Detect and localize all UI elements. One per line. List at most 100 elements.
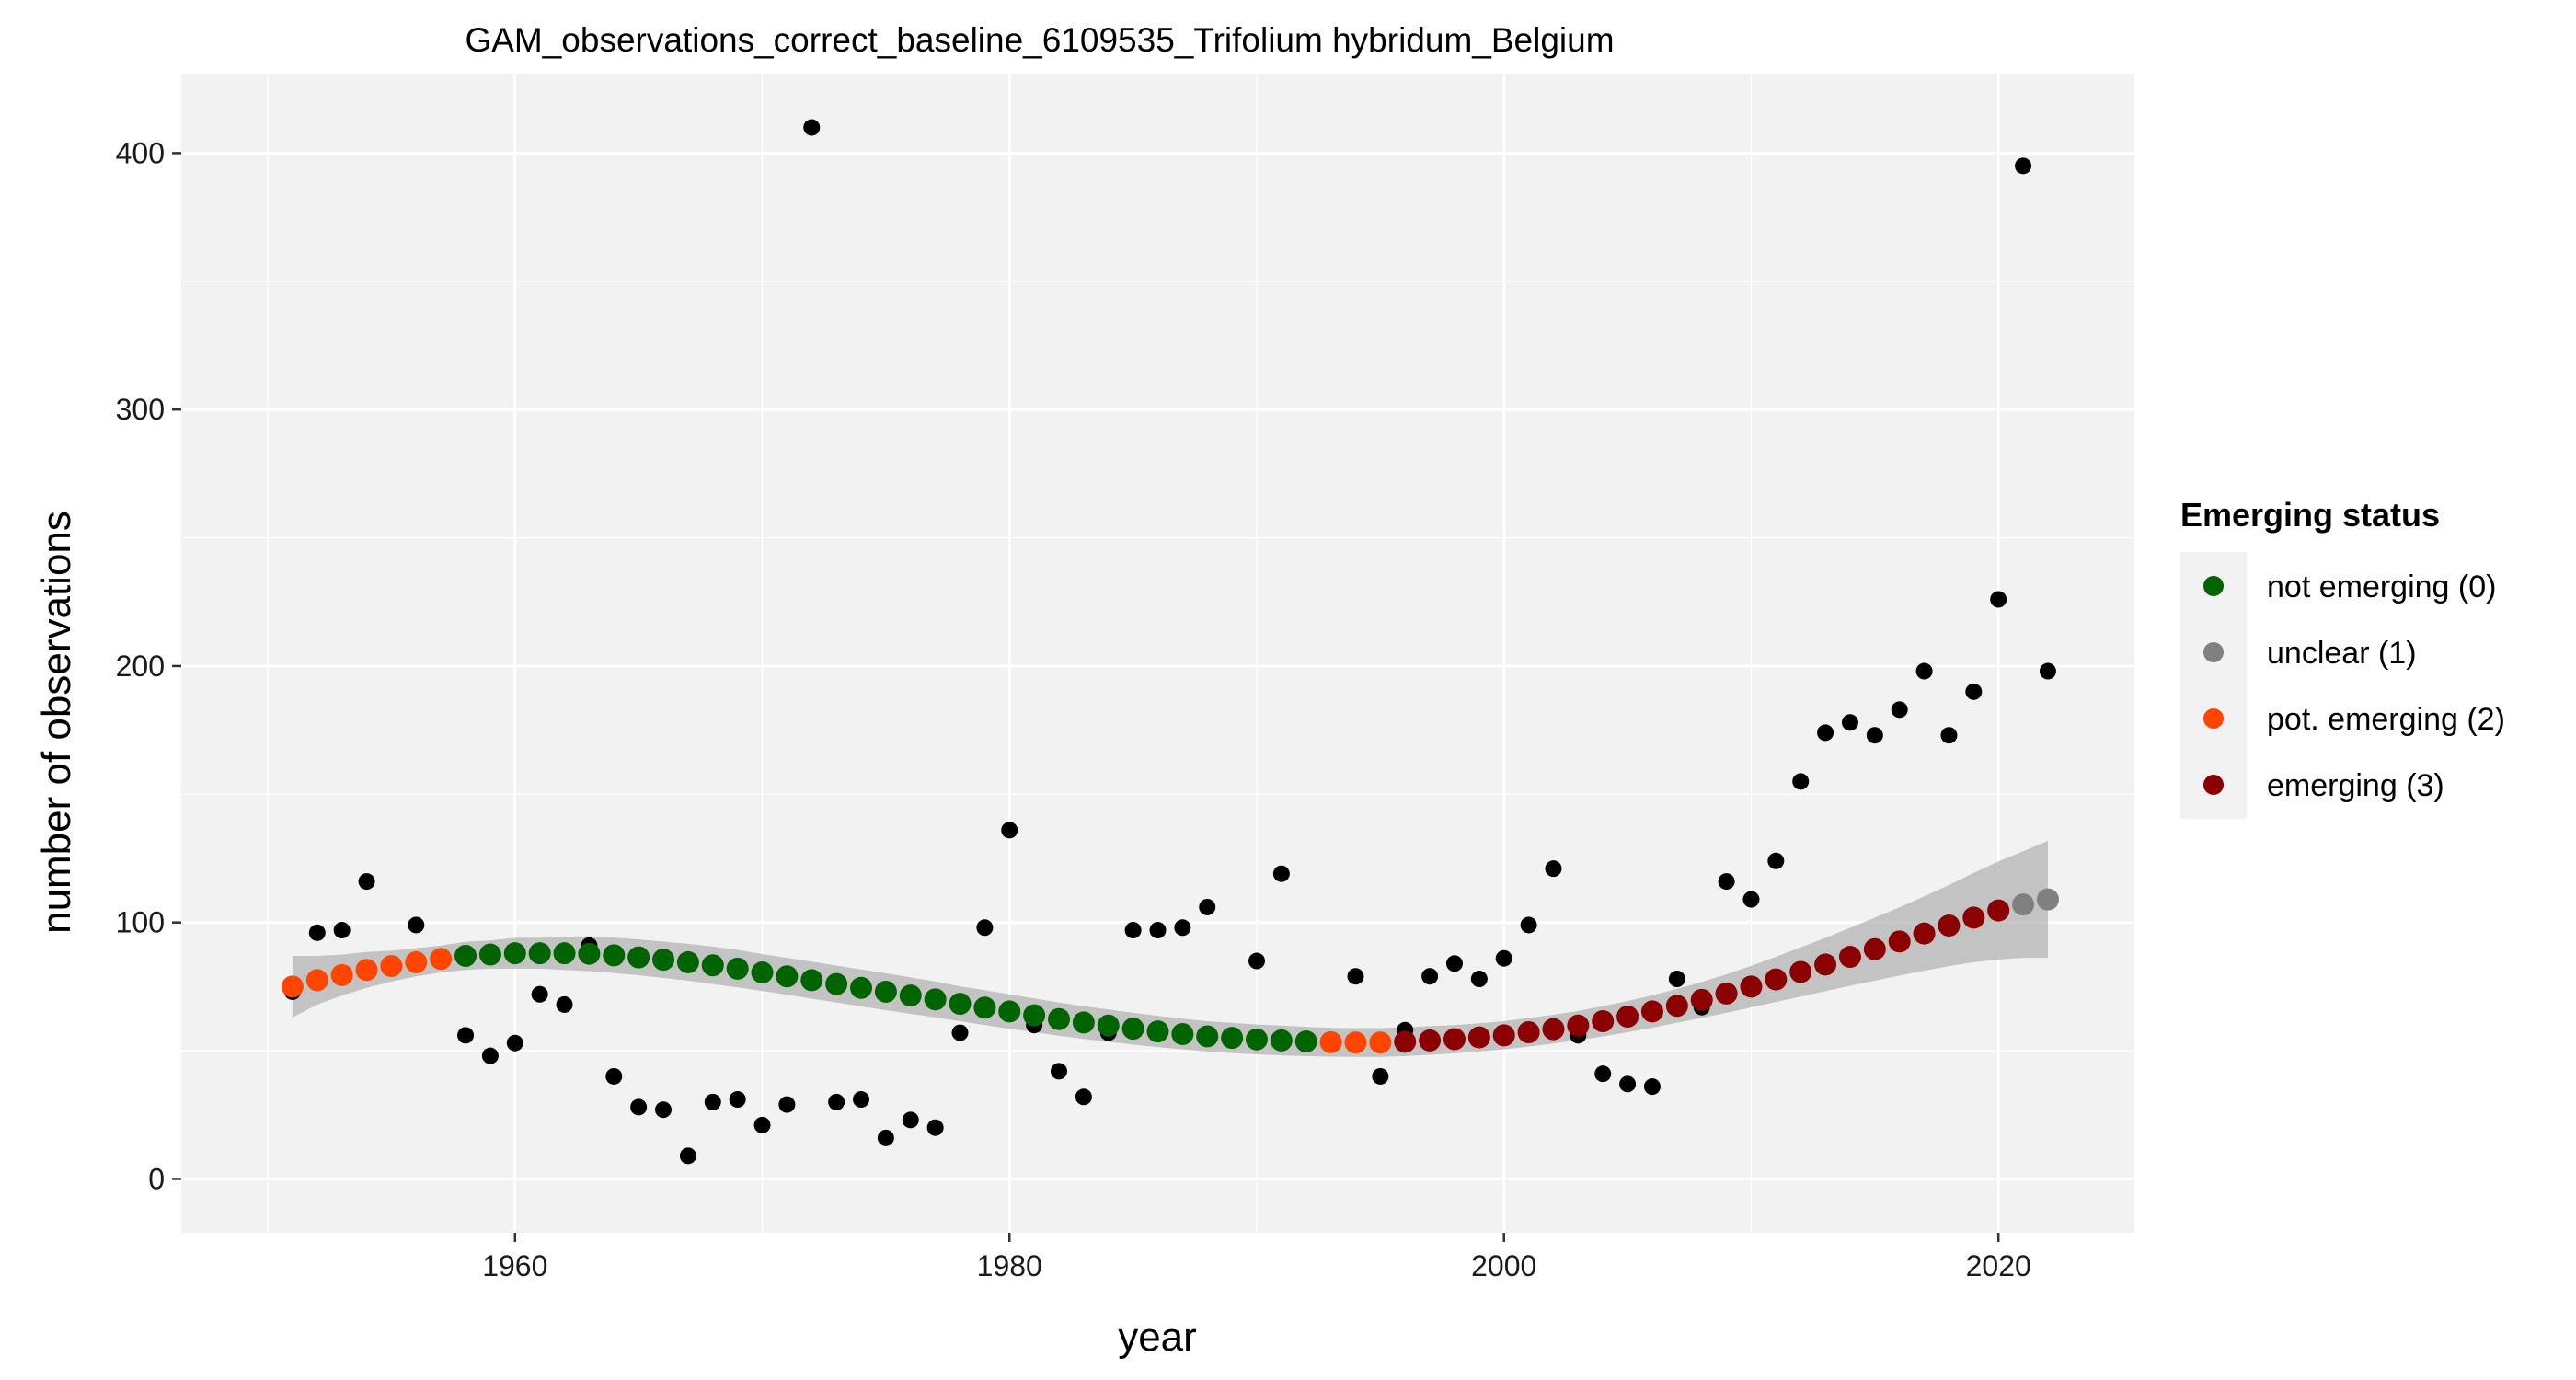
legend-key-dot: [2203, 576, 2224, 596]
gam-fit-point: [874, 980, 897, 1003]
gam-fit-point: [701, 954, 724, 977]
gam-fit-point: [751, 961, 774, 984]
observation-point: [1915, 662, 1933, 680]
gam-fit-point: [652, 949, 675, 972]
gam-fit-point: [1443, 1028, 1466, 1051]
gam-fit-point: [380, 955, 403, 978]
gam-fit-point: [1542, 1018, 1565, 1041]
gam-fit-point: [1121, 1018, 1144, 1041]
gam-fit-point: [1517, 1021, 1540, 1044]
observation-point: [1668, 971, 1685, 988]
observation-point: [531, 985, 548, 1003]
gam-fit-point: [603, 944, 626, 967]
x-tick-label: 1980: [977, 1249, 1042, 1282]
gam-fit-point: [1665, 995, 1688, 1018]
observation-point: [556, 995, 573, 1013]
gam-fit-point: [1419, 1029, 1442, 1052]
observation-point: [729, 1091, 746, 1109]
gam-fit-point: [825, 972, 848, 995]
gam-fit-point: [1567, 1014, 1590, 1037]
x-axis-title: year: [1118, 1315, 1197, 1360]
legend-label: unclear (1): [2267, 636, 2417, 671]
minor-gridlines: [181, 74, 2134, 1233]
gam-fit-point: [405, 950, 428, 973]
observation-point: [1174, 919, 1191, 937]
legend-key-dot: [2203, 708, 2224, 729]
gam-fit-point: [924, 988, 947, 1011]
observation-point: [778, 1096, 796, 1113]
observation-point: [1990, 591, 2007, 608]
observation-point: [630, 1098, 648, 1116]
observation-point: [1965, 683, 1983, 700]
gam-fit-point: [627, 946, 650, 969]
observation-point: [1075, 1088, 1092, 1106]
legend-title: Emerging status: [2180, 496, 2440, 534]
x-tick-label: 2020: [1966, 1249, 2031, 1282]
observation-point: [333, 922, 351, 939]
y-axis-title: number of observations: [34, 511, 79, 934]
observation-point: [1248, 952, 1265, 970]
gam-fit-point: [1245, 1028, 1268, 1051]
observation-point: [2039, 662, 2056, 680]
gam-fit-point: [1962, 906, 1985, 929]
gam-fit-point: [1715, 982, 1738, 1005]
gam-fit-point: [726, 957, 749, 980]
observation-point: [408, 916, 425, 934]
legend: Emerging status not emerging (0) unclear …: [2180, 496, 2505, 819]
observation-point: [1372, 1067, 1389, 1085]
y-tick-label: 100: [116, 906, 165, 939]
gam-fit-point: [1369, 1031, 1392, 1054]
observation-point: [655, 1101, 673, 1119]
observation-point: [679, 1147, 696, 1165]
observation-point: [877, 1129, 894, 1146]
gam-fit-points: [281, 888, 2059, 1054]
gam-fit-point: [2036, 888, 2059, 911]
observation-point: [803, 119, 821, 136]
observation-point: [506, 1034, 523, 1052]
observation-point: [926, 1119, 944, 1136]
gam-fit-point: [1913, 922, 1936, 945]
gam-fit-point: [528, 942, 551, 965]
gam-fit-point: [1221, 1027, 1244, 1050]
legend-key-dot: [2203, 642, 2224, 662]
gam-fit-point: [503, 942, 526, 965]
observation-point: [828, 1093, 845, 1110]
observation-point: [1520, 916, 1537, 934]
observation-point: [1742, 891, 1760, 908]
gam-fit-point: [1270, 1029, 1293, 1052]
gam-fit-point: [1616, 1006, 1639, 1029]
y-tick-label: 400: [116, 136, 165, 169]
observation-point: [1199, 898, 1216, 915]
observation-point: [753, 1116, 771, 1133]
gam-fit-point: [1072, 1011, 1095, 1034]
gam-fit-point: [1467, 1026, 1490, 1049]
gam-fit-point: [973, 996, 996, 1019]
gam-fit-point: [1592, 1010, 1615, 1033]
legend-label: emerging (3): [2267, 768, 2444, 803]
gam-fit-point: [800, 969, 823, 992]
gam-fit-point: [1888, 930, 1911, 953]
gam-fit-point: [430, 948, 453, 971]
gam-fit-point: [1789, 960, 1812, 983]
gam-fit-point: [1690, 988, 1713, 1011]
observation-points: [283, 119, 2056, 1165]
gam-fit-point: [1987, 899, 2010, 922]
gam-fit-point: [1838, 946, 1861, 969]
observation-point: [951, 1024, 969, 1041]
gam-fit-point: [281, 975, 304, 998]
gam-fit-point: [330, 963, 353, 986]
gam-fit-point: [949, 993, 972, 1016]
observation-point: [1643, 1078, 1661, 1096]
observation-point: [1149, 922, 1167, 939]
observation-point: [704, 1093, 721, 1110]
observation-point: [2015, 157, 2032, 175]
gam-fit-point: [454, 944, 477, 967]
gam-fit-point: [305, 969, 328, 992]
legend-label: pot. emerging (2): [2267, 702, 2505, 737]
legend-key-dot: [2203, 775, 2224, 795]
legend-key-background: [2180, 552, 2247, 819]
gam-fit-point: [899, 984, 922, 1007]
x-tick-label: 2000: [1471, 1249, 1536, 1282]
observation-point: [1891, 701, 1908, 719]
